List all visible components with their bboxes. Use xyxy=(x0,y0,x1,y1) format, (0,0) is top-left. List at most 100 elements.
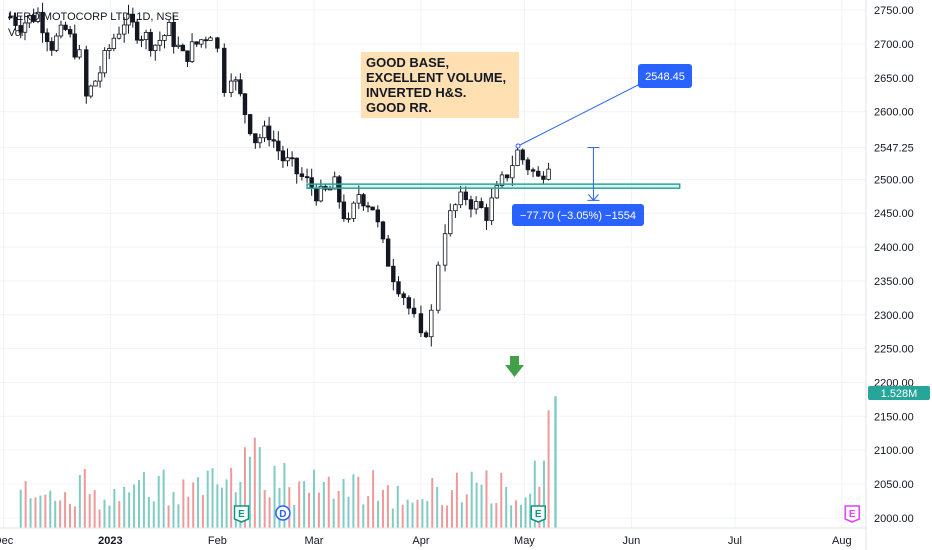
volume-bar xyxy=(268,497,271,528)
candle-body xyxy=(222,47,227,93)
candle-up xyxy=(351,201,356,222)
candle-up xyxy=(153,44,158,61)
dividend-marker: D xyxy=(275,505,291,521)
time-tick-label: Jul xyxy=(728,535,742,547)
volume-bar xyxy=(147,496,150,528)
candle-body xyxy=(391,265,396,283)
time-axis[interactable]: Dec 2023 Feb Mar Apr May Jun Jul Aug xyxy=(0,527,866,547)
candle-down xyxy=(238,73,243,97)
volume-bar xyxy=(357,476,360,528)
down-arrow-marker xyxy=(505,356,524,377)
candle-up xyxy=(143,29,149,50)
candle-body xyxy=(385,238,391,267)
volume-bar xyxy=(39,495,42,528)
time-tick-label: Mar xyxy=(304,535,323,547)
volume-bar xyxy=(288,487,291,528)
volume-bar xyxy=(211,468,214,528)
candle-body xyxy=(406,297,412,309)
earnings-icon xyxy=(233,505,250,523)
candle-body xyxy=(238,79,243,95)
candle-up xyxy=(139,35,144,48)
candle-down xyxy=(18,16,23,39)
candle-body xyxy=(346,218,351,220)
candle-body xyxy=(499,174,505,186)
candle-body xyxy=(435,264,441,311)
volume-bar xyxy=(239,481,242,528)
price-tick-label: 2000.00 xyxy=(874,513,914,525)
volume-bar xyxy=(342,478,345,528)
candle-down xyxy=(40,2,45,43)
candle-body xyxy=(116,33,122,39)
candle-body xyxy=(97,72,103,82)
volume-bar xyxy=(34,497,37,528)
candle-up xyxy=(199,39,204,48)
annotation-note[interactable]: GOOD BASE,EXCELLENT VOLUME,INVERTED H&S.… xyxy=(361,52,519,118)
candle-down xyxy=(418,305,424,337)
measure-label-bg xyxy=(512,204,644,226)
measure-label: −77.70 (−3.05%) −1554 xyxy=(520,210,636,222)
volume-bar xyxy=(88,494,91,528)
candle-down xyxy=(266,116,272,147)
candle-down xyxy=(280,145,286,168)
volume-bar xyxy=(201,495,204,528)
candle-body xyxy=(361,194,366,207)
candle-body xyxy=(176,44,181,47)
candle-body xyxy=(35,11,41,22)
candle-body xyxy=(423,332,429,338)
volume-bar xyxy=(446,505,449,528)
volume-bar xyxy=(243,447,246,528)
candle-body xyxy=(380,221,386,240)
callout-bg xyxy=(638,64,692,88)
price-tick-label: 2100.00 xyxy=(874,445,914,457)
candle-body xyxy=(365,205,371,208)
volume-bar xyxy=(386,485,389,528)
volume-bar xyxy=(303,481,306,528)
candle-up xyxy=(356,185,362,209)
volume-bar xyxy=(273,465,276,528)
candle-body xyxy=(356,194,362,204)
candle-up xyxy=(208,36,213,41)
price-range-measure[interactable]: −77.70 (−3.05%) −1554 xyxy=(512,147,644,226)
candle-body xyxy=(18,25,23,33)
volume-bar xyxy=(367,496,370,528)
volume-bar xyxy=(44,494,47,528)
candle-up xyxy=(88,84,94,99)
volume-bar xyxy=(293,504,296,528)
volume-bar xyxy=(406,499,409,528)
candle-down xyxy=(253,133,258,149)
candle-down xyxy=(380,220,386,244)
candle-up xyxy=(189,33,195,63)
candle-down xyxy=(276,131,281,160)
volume-bar xyxy=(312,469,315,528)
volume-bar xyxy=(460,502,463,528)
candle-down xyxy=(370,206,375,211)
candle-down xyxy=(171,15,176,54)
candle-up xyxy=(122,17,127,43)
price-callout[interactable]: 2548.45 xyxy=(515,64,692,149)
candle-body xyxy=(77,49,82,58)
candle-down xyxy=(72,24,77,60)
candle-up xyxy=(442,224,448,272)
volume-bar xyxy=(118,501,121,528)
volume-bar xyxy=(263,489,266,528)
candle-up xyxy=(510,155,515,187)
volume-bar xyxy=(68,503,71,528)
price-tick-label: 2650.00 xyxy=(874,73,914,85)
note-bg xyxy=(361,52,519,118)
candle-up xyxy=(97,65,103,88)
candle-body xyxy=(58,24,64,37)
price-axis[interactable]: 2000.002050.002100.002150.002200.002250.… xyxy=(865,0,930,550)
candle-down xyxy=(13,12,18,31)
callout-text: 2548.45 xyxy=(645,71,685,83)
candle-body xyxy=(458,191,463,206)
volume-bar xyxy=(450,490,453,528)
future_earnings-marker: E xyxy=(844,505,860,523)
support-zone[interactable] xyxy=(306,183,681,189)
volume-bar xyxy=(59,500,62,528)
candle-body xyxy=(102,50,107,74)
candle-down xyxy=(468,195,474,218)
candle-body xyxy=(546,168,551,180)
candle-down xyxy=(361,192,366,211)
